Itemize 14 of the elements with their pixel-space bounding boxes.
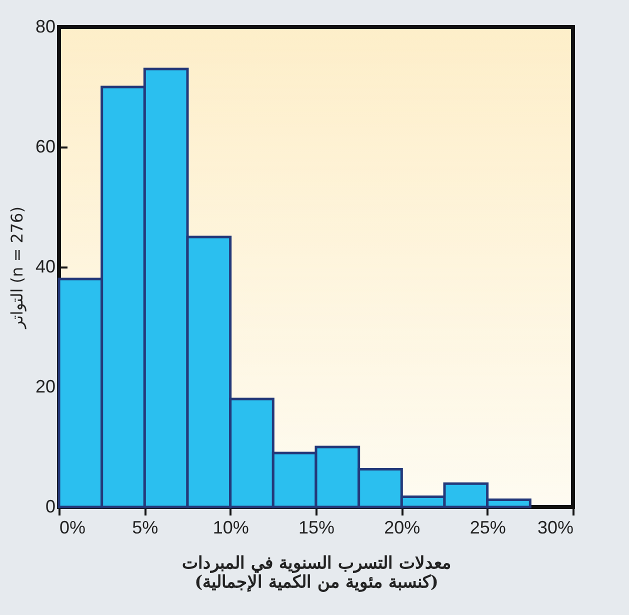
y-tick-label: 40 [35,256,56,276]
x-tick-label: 5% [132,518,158,538]
x-tick-label: 30% [537,518,574,538]
y-axis-title: التواتر (n = 276) [7,206,26,330]
x-tick-label: 10% [212,518,249,538]
x-tick-label: 20% [384,518,420,538]
y-tick-label: 20 [35,376,56,396]
x-tick-label: 0% [60,518,86,538]
y-tick-label: 80 [35,16,56,36]
x-axis-title: معدلات التسرب السنوية في المبردات (كنسبة مئوية من الكمية الإجمالية) [182,554,451,592]
x-tick-label: 25% [470,518,506,538]
y-tick-label: 0 [45,496,56,516]
y-tick-label: 60 [35,136,56,156]
x-tick-label: 15% [298,518,335,538]
